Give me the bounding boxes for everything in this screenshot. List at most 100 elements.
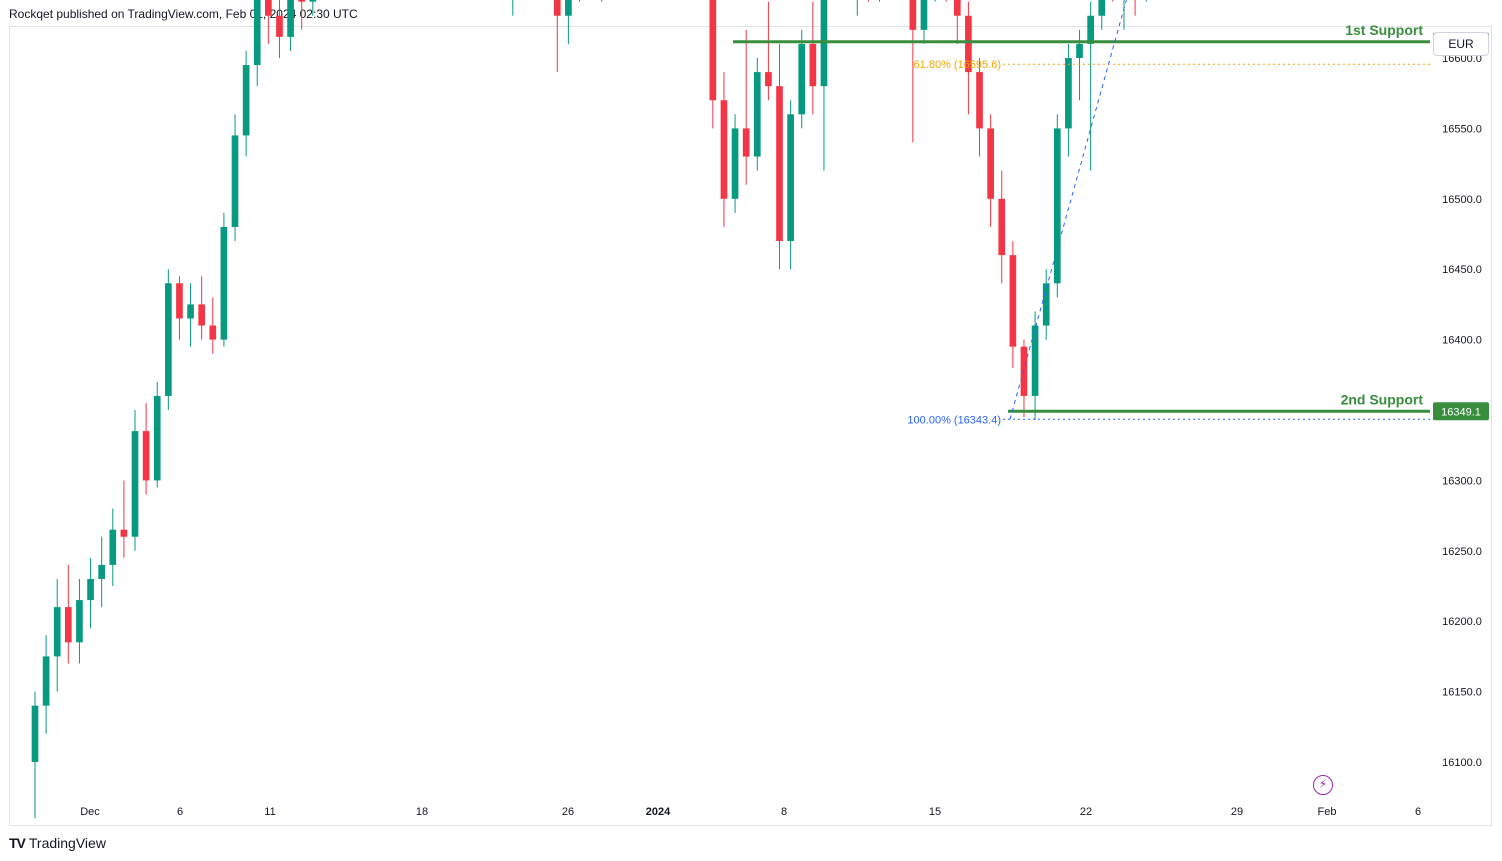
- candle-body: [298, 0, 306, 2]
- candle: [309, 0, 317, 16]
- candle-body: [565, 0, 572, 16]
- candle-body: [720, 100, 728, 199]
- candle-body: [1053, 128, 1061, 284]
- price-badge: [1433, 402, 1489, 421]
- candle-body: [965, 15, 972, 73]
- candle-body: [553, 0, 561, 16]
- candle: [265, 0, 272, 44]
- candle-body: [953, 0, 961, 16]
- candle-body: [31, 705, 39, 762]
- fib-label: 100.00% (16343.4): [907, 414, 1001, 426]
- x-tick-label: 29: [1231, 806, 1243, 818]
- x-tick-label: 26: [562, 806, 574, 818]
- x-tick-label: 15: [929, 806, 941, 818]
- candle-body: [120, 529, 128, 537]
- candle: [198, 276, 206, 340]
- footer: TV TradingView: [9, 835, 106, 851]
- candle: [856, 0, 858, 16]
- candle: [934, 0, 936, 2]
- candle: [578, 0, 580, 2]
- candle-body: [920, 0, 928, 30]
- level-name: 1st Support: [1345, 22, 1423, 38]
- candle: [953, 0, 961, 44]
- candle-body: [976, 72, 983, 129]
- candle-body: [909, 0, 917, 30]
- candle: [1009, 241, 1017, 368]
- candle-body: [153, 395, 161, 481]
- currency-selector[interactable]: EUR: [1433, 32, 1489, 56]
- candle: [920, 0, 928, 44]
- candle: [879, 0, 881, 2]
- candle: [909, 0, 917, 143]
- candle: [53, 578, 61, 692]
- candle-body: [231, 135, 239, 227]
- candle-body: [131, 431, 139, 537]
- candle: [165, 269, 172, 410]
- candle-body: [765, 72, 772, 87]
- candle: [253, 0, 261, 87]
- candle-body: [709, 0, 717, 101]
- y-tick-label: 16550.0: [1442, 123, 1482, 135]
- time-axis: Dec 6 11 18 26 2024 8 15 22 29 Feb 6: [80, 806, 1421, 818]
- candle-body: [1009, 255, 1017, 347]
- fib-label: 61.80% (16595.6): [914, 59, 1001, 71]
- candle: [1020, 339, 1028, 418]
- candle: [512, 0, 514, 16]
- candle: [220, 212, 228, 347]
- candle-body: [187, 304, 194, 319]
- candle: [65, 564, 72, 664]
- y-tick-label: 16500.0: [1442, 194, 1482, 206]
- candle-body: [287, 0, 294, 37]
- candle-body: [309, 0, 317, 2]
- candle: [553, 0, 561, 73]
- candle: [731, 114, 739, 213]
- candle: [231, 114, 239, 242]
- candle-body: [742, 128, 750, 157]
- candle: [1145, 0, 1147, 2]
- candle: [120, 480, 128, 558]
- candle-body: [209, 325, 217, 340]
- candle: [720, 72, 728, 227]
- candle: [798, 29, 806, 129]
- candle: [776, 43, 783, 270]
- footer-brand[interactable]: TradingView: [28, 835, 106, 851]
- candle: [820, 0, 828, 171]
- lightning-icon[interactable]: ⚡: [1313, 775, 1333, 795]
- candle: [298, 0, 306, 30]
- y-tick-label: 16400.0: [1442, 335, 1482, 347]
- candle: [565, 0, 572, 44]
- x-tick-label: 6: [1415, 806, 1421, 818]
- candle-body: [998, 198, 1006, 256]
- x-tick-label: 11: [264, 806, 275, 818]
- candle: [809, 1, 817, 115]
- y-tick-label: 16100.0: [1442, 757, 1482, 769]
- candle-body: [1076, 43, 1083, 58]
- y-tick-label: 16450.0: [1442, 264, 1482, 276]
- candle: [787, 100, 794, 270]
- candle: [1123, 0, 1125, 30]
- candle: [987, 114, 994, 227]
- price-badge-label: 16349.1: [1441, 406, 1481, 418]
- candle-body: [731, 128, 739, 199]
- candle-body: [98, 564, 106, 579]
- candle-body: [76, 600, 83, 643]
- tradingview-logo-icon[interactable]: TV: [9, 835, 26, 851]
- candle: [601, 0, 603, 2]
- fib-trend-line: [1009, 0, 1127, 420]
- candle-body: [1098, 0, 1106, 16]
- candle-body: [198, 304, 206, 326]
- candle: [1065, 43, 1072, 157]
- candle: [965, 1, 972, 115]
- chart-frame: [9, 26, 1492, 826]
- candle-body: [753, 72, 761, 157]
- candle-body: [776, 86, 783, 242]
- y-tick-label: 16150.0: [1442, 687, 1482, 699]
- candle: [176, 276, 183, 340]
- candle: [209, 297, 217, 354]
- candle: [1042, 269, 1050, 340]
- x-tick-label: Feb: [1318, 806, 1337, 818]
- candle-body: [176, 283, 183, 319]
- candle: [142, 402, 150, 495]
